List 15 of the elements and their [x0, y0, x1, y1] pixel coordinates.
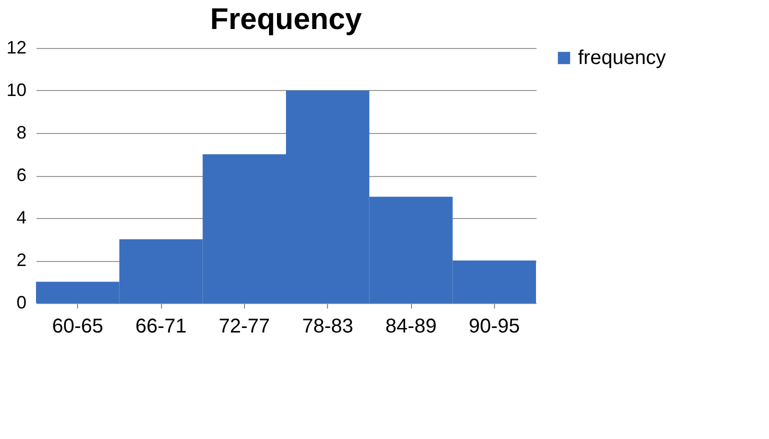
x-tick-label: 60-65 — [52, 316, 104, 338]
y-tick-label: 8 — [16, 122, 26, 142]
x-tick-label: 90-95 — [468, 316, 520, 338]
x-tick-label: 72-77 — [218, 316, 270, 338]
y-tick-label: 4 — [16, 208, 26, 228]
y-tick-label: 10 — [6, 80, 26, 100]
legend-label: frequency — [578, 47, 666, 69]
chart-title: Frequency — [210, 3, 362, 36]
x-tick-label: 78-83 — [302, 316, 354, 338]
x-tick-label: 66-71 — [135, 316, 187, 338]
x-tick-label: 84-89 — [385, 316, 437, 338]
y-tick-label: 2 — [16, 250, 26, 270]
y-tick-label: 12 — [6, 38, 26, 58]
y-tick-label: 0 — [16, 292, 26, 312]
y-tick-label: 6 — [16, 165, 26, 185]
